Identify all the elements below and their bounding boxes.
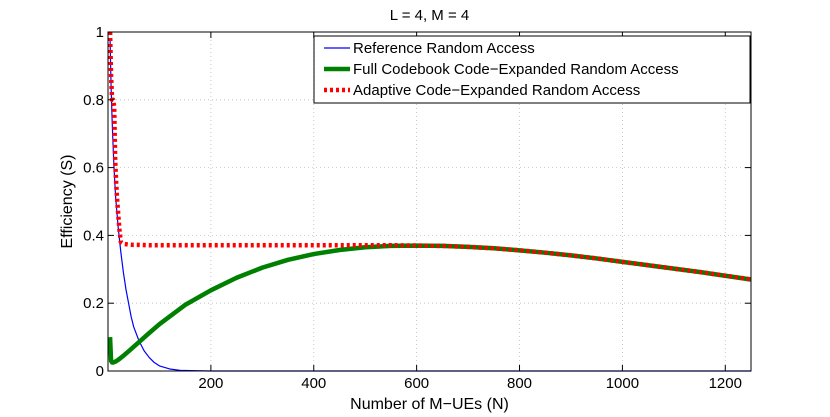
legend: Reference Random Access Full Codebook Cod… (313, 35, 751, 104)
y-tick-label: 1 (96, 24, 104, 41)
x-tick-label: 800 (507, 375, 532, 392)
legend-box (313, 35, 751, 104)
series-line-3 (107, 31, 752, 282)
y-tick-label: 0.2 (83, 295, 104, 312)
legend-label-2: Full Codebook Code−Expanded Random Acces… (353, 61, 679, 78)
series-line-2 (107, 243, 752, 365)
y-tick-label: 0 (96, 363, 104, 380)
plot-frame (107, 31, 752, 372)
y-axis-title: Efficiency (S) (59, 155, 76, 249)
x-tick-label: 200 (198, 375, 223, 392)
chart-title: L = 4, M = 4 (390, 7, 470, 24)
y-tick-label: 0.8 (83, 92, 104, 109)
legend-label-3: Adaptive Code−Expanded Random Access (353, 82, 640, 99)
x-tick-label: 1000 (606, 375, 639, 392)
y-tick-label: 0.6 (83, 160, 104, 177)
x-tick-label: 1200 (709, 375, 742, 392)
x-axis-title: Number of M−UEs (N) (350, 396, 509, 413)
axis-ticks: 200 400 600 800 1000 1200 0 0.2 0.4 0.6 0.8 1 (83, 24, 751, 392)
legend-label-1: Reference Random Access (353, 40, 535, 57)
x-tick-label: 600 (404, 375, 429, 392)
x-tick-label: 400 (301, 375, 326, 392)
y-tick-label: 0.4 (83, 227, 104, 244)
